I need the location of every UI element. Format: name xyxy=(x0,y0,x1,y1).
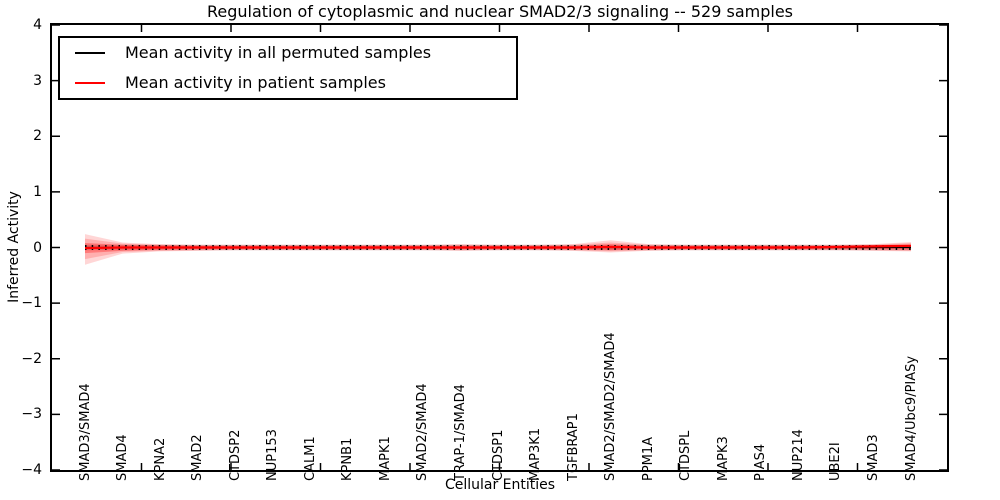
x-category-label: SMAD3 xyxy=(865,434,881,481)
y-tick-label: 3 xyxy=(33,72,42,89)
legend-item-patient: Mean activity in patient samples xyxy=(60,70,516,96)
y-tick-label: −1 xyxy=(21,295,42,312)
x-category-label: SMAD2/SMAD4 xyxy=(415,383,431,481)
patient-band-mid xyxy=(85,238,911,260)
y-tick-label: 4 xyxy=(33,17,42,33)
y-tick-label: 2 xyxy=(33,128,42,145)
legend-box: Mean activity in all permuted samples Me… xyxy=(58,36,518,100)
x-category-label: NUP214 xyxy=(790,429,806,481)
x-category-label: MAP3K1 xyxy=(528,427,544,481)
legend-label-permuted: Mean activity in all permuted samples xyxy=(125,43,432,62)
x-category-label: SMAD2/SMAD2/SMAD4 xyxy=(603,332,619,481)
chart-title: Regulation of cytoplasmic and nuclear SM… xyxy=(206,2,794,21)
x-category-label: NUP153 xyxy=(265,429,281,481)
x-category-label: UBE2I xyxy=(828,442,844,481)
x-category-label: SMAD3/SMAD4 xyxy=(77,383,93,481)
y-tick-label: −4 xyxy=(21,462,42,478)
permuted-line-swatch xyxy=(75,52,105,54)
x-category-label: CALM1 xyxy=(302,436,318,481)
x-category-label: SMAD4/Ubc9/PIASy xyxy=(903,355,919,481)
x-category-label: TRAP-1/SMAD4 xyxy=(452,384,468,481)
y-tick-label: 1 xyxy=(33,183,42,200)
x-category-label: PPM1A xyxy=(640,436,656,481)
y-tick-label: −3 xyxy=(21,406,42,423)
y-tick-label: 0 xyxy=(33,239,42,256)
x-category-label: CTDSPL xyxy=(678,430,694,481)
x-category-label: PIAS4 xyxy=(753,443,769,481)
x-category-label: SMAD4 xyxy=(115,434,131,481)
legend-item-permuted: Mean activity in all permuted samples xyxy=(60,40,516,66)
x-category-label: CTDSP1 xyxy=(490,429,506,481)
x-category-label: MAPK1 xyxy=(377,436,393,481)
x-category-label: SMAD2 xyxy=(190,434,206,481)
patient-band-outer xyxy=(85,234,911,265)
x-category-label: CTDSP2 xyxy=(227,429,243,481)
x-category-label: KPNB1 xyxy=(340,437,356,481)
x-category-label: TGFBRAP1 xyxy=(565,413,581,481)
x-axis-label: Cellular Entities xyxy=(444,477,556,493)
y-tick-label: −2 xyxy=(21,350,42,367)
chart-canvas xyxy=(52,25,947,470)
legend-label-patient: Mean activity in patient samples xyxy=(125,73,386,92)
patient-line-swatch xyxy=(75,82,105,84)
patient-mean-line xyxy=(84,244,912,250)
x-category-label: MAPK3 xyxy=(715,436,731,481)
x-category-label: KPNA2 xyxy=(152,437,168,481)
